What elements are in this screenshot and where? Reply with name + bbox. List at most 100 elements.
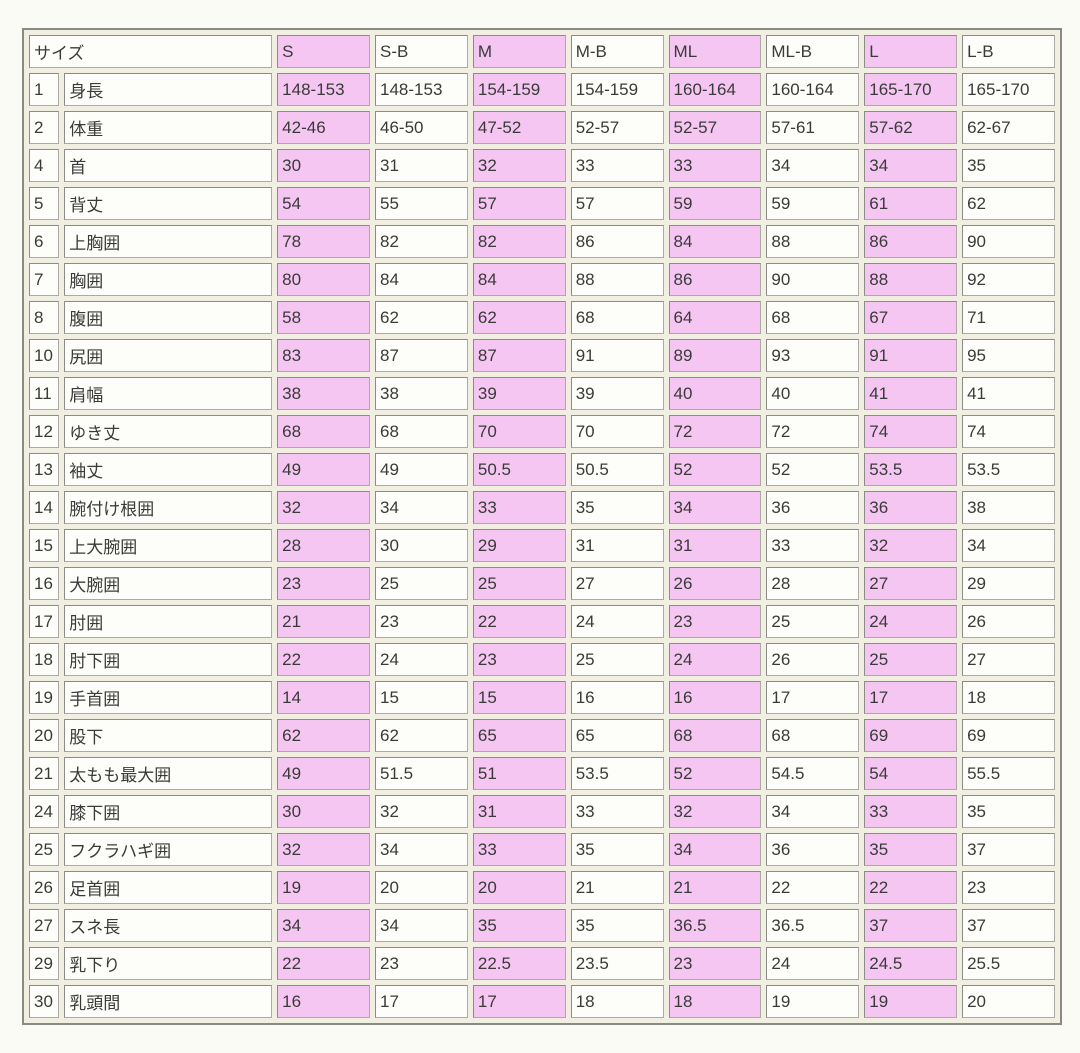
table-row: 19 手首囲 14 15 15 16 16 17 17 18 [29,681,1055,714]
value-cell: 62 [472,301,566,334]
value-cell: 62 [962,187,1055,220]
value-cell: 21 [570,871,664,904]
row-label-cell: 腕付け根囲 [64,491,273,524]
row-number-cell: 16 [29,567,60,600]
value-cell: 69 [864,719,958,752]
row-label-cell: 股下 [64,719,273,752]
value-cell: 91 [864,339,958,372]
value-cell: 19 [864,985,958,1018]
row-label-cell: 上大腕囲 [64,529,273,562]
value-cell: 57-62 [864,111,958,144]
value-cell: 84 [375,263,468,296]
value-cell: 57-61 [766,111,860,144]
value-cell: 32 [277,833,371,866]
value-cell: 17 [375,985,468,1018]
value-cell: 22 [766,871,860,904]
row-number-cell: 17 [29,605,60,638]
value-cell: 90 [766,263,860,296]
value-cell: 91 [570,339,664,372]
row-label-cell: 背丈 [64,187,273,220]
value-cell: 26 [766,643,860,676]
value-cell: 21 [277,605,371,638]
value-cell: 33 [668,149,762,182]
value-cell: 16 [668,681,762,714]
row-number-cell: 5 [29,187,60,220]
row-label-cell: 胸囲 [64,263,273,296]
value-cell: 24.5 [864,947,958,980]
table-row: 24 膝下囲 30 32 31 33 32 34 33 35 [29,795,1055,828]
row-number-cell: 1 [29,73,60,106]
value-cell: 36 [864,491,958,524]
value-cell: 38 [962,491,1055,524]
row-number-cell: 25 [29,833,60,866]
table-row: 11 肩幅 38 38 39 39 40 40 41 41 [29,377,1055,410]
row-number-cell: 4 [29,149,60,182]
value-cell: 24 [766,947,860,980]
value-cell: 84 [472,263,566,296]
value-cell: 28 [277,529,371,562]
value-cell: 87 [375,339,468,372]
row-number-cell: 14 [29,491,60,524]
value-cell: 82 [472,225,566,258]
value-cell: 23 [668,947,762,980]
value-cell: 62 [277,719,371,752]
value-cell: 34 [668,833,762,866]
value-cell: 62 [375,719,468,752]
value-cell: 36 [766,491,860,524]
value-cell: 53.5 [570,757,664,790]
value-cell: 34 [277,909,371,942]
value-cell: 35 [570,491,664,524]
row-label-cell: 尻囲 [64,339,273,372]
value-cell: 88 [766,225,860,258]
value-cell: 86 [864,225,958,258]
value-cell: 25 [766,605,860,638]
value-cell: 52 [668,757,762,790]
value-cell: 59 [668,187,762,220]
value-cell: 165-170 [864,73,958,106]
table-row: 16 大腕囲 23 25 25 27 26 28 27 29 [29,567,1055,600]
value-cell: 38 [375,377,468,410]
value-cell: 72 [668,415,762,448]
value-cell: 27 [962,643,1055,676]
table-row: 26 足首囲 19 20 20 21 21 22 22 23 [29,871,1055,904]
row-label-cell: スネ長 [64,909,273,942]
value-cell: 41 [962,377,1055,410]
value-cell: 47-52 [472,111,566,144]
value-cell: 41 [864,377,958,410]
value-cell: 20 [472,871,566,904]
value-cell: 34 [375,491,468,524]
value-cell: 35 [570,833,664,866]
value-cell: 87 [472,339,566,372]
header-cell-size: サイズ [29,35,273,68]
value-cell: 154-159 [570,73,664,106]
row-number-cell: 18 [29,643,60,676]
row-number-cell: 10 [29,339,60,372]
value-cell: 23 [472,643,566,676]
row-label-cell: 腹囲 [64,301,273,334]
table-row: 15 上大腕囲 28 30 29 31 31 33 32 34 [29,529,1055,562]
value-cell: 68 [570,301,664,334]
value-cell: 34 [668,491,762,524]
value-cell: 30 [277,795,371,828]
table-row: 14 腕付け根囲 32 34 33 35 34 36 36 38 [29,491,1055,524]
value-cell: 23 [668,605,762,638]
value-cell: 18 [962,681,1055,714]
table-row: 30 乳頭間 16 17 17 18 18 19 19 20 [29,985,1055,1018]
row-number-cell: 26 [29,871,60,904]
table-row: 20 股下 62 62 65 65 68 68 69 69 [29,719,1055,752]
row-number-cell: 8 [29,301,60,334]
row-number-cell: 13 [29,453,60,486]
table-row: 13 袖丈 49 49 50.5 50.5 52 52 53.5 53.5 [29,453,1055,486]
value-cell: 34 [864,149,958,182]
value-cell: 64 [668,301,762,334]
value-cell: 16 [570,681,664,714]
value-cell: 20 [375,871,468,904]
value-cell: 71 [962,301,1055,334]
value-cell: 67 [864,301,958,334]
value-cell: 24 [864,605,958,638]
value-cell: 36.5 [766,909,860,942]
value-cell: 50.5 [570,453,664,486]
value-cell: 51.5 [375,757,468,790]
row-label-cell: 手首囲 [64,681,273,714]
row-number-cell: 7 [29,263,60,296]
